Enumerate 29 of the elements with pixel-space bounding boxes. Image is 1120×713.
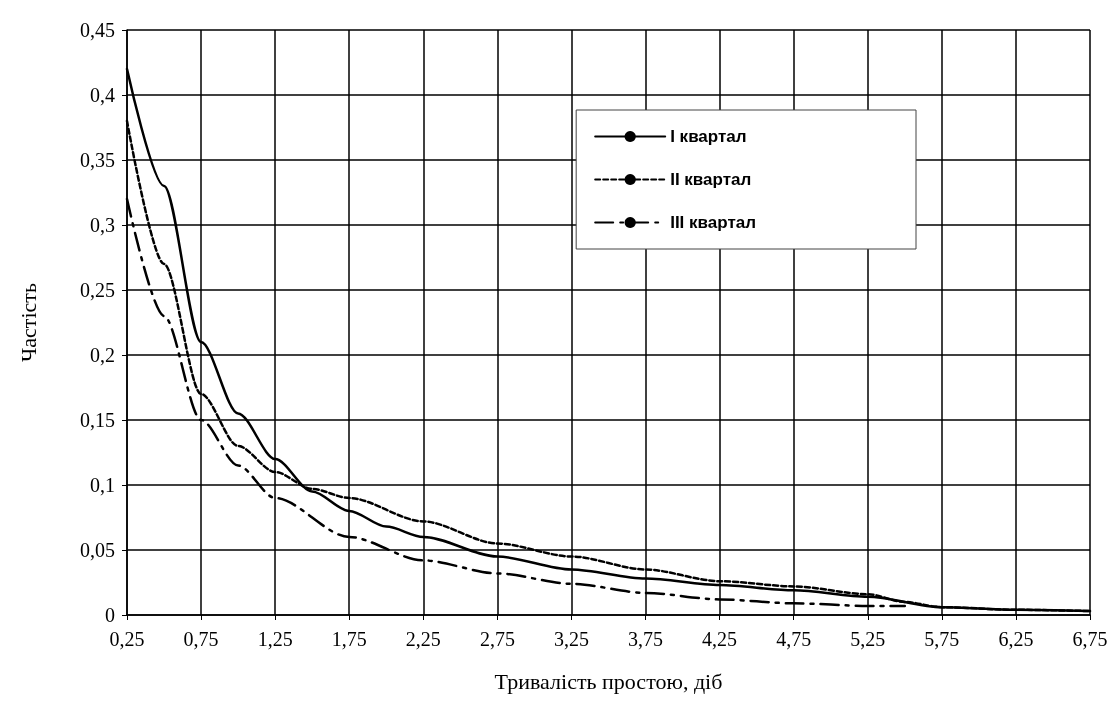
y-tick-label: 0,4: [90, 84, 115, 106]
y-tick-label: 0,2: [90, 344, 115, 366]
x-tick-label: 5,25: [850, 628, 886, 650]
y-tick-label: 0,35: [80, 149, 115, 171]
y-tick-label: 0,15: [80, 409, 115, 431]
y-tick-label: 0,05: [80, 539, 115, 561]
x-tick-label: 6,25: [998, 628, 1034, 650]
x-tick-label: 4,25: [702, 628, 738, 650]
x-tick-label: 6,75: [1072, 628, 1108, 650]
x-axis-title: Тривалість простою, діб: [494, 668, 723, 694]
y-tick-label: 0,1: [90, 474, 115, 496]
x-tick-label: 0,25: [109, 628, 145, 650]
legend-label: II квартал: [670, 170, 752, 189]
x-tick-label: 1,75: [331, 628, 367, 650]
y-tick-label: 0,45: [80, 19, 115, 41]
legend-label: I квартал: [670, 127, 747, 146]
y-axis-title: Частість: [15, 283, 41, 362]
x-tick-label: 2,75: [479, 628, 515, 650]
x-tick-label: 2,25: [405, 628, 441, 650]
x-tick-label: 3,25: [553, 628, 589, 650]
x-tick-label: 4,75: [776, 628, 812, 650]
x-tick-label: 0,75: [183, 628, 219, 650]
x-tick-label: 5,75: [924, 628, 960, 650]
y-tick-label: 0,25: [80, 279, 115, 301]
y-tick-label: 0: [105, 604, 115, 626]
y-tick-label: 0,3: [90, 214, 115, 236]
x-tick-label: 1,25: [257, 628, 293, 650]
legend-label: III квартал: [670, 213, 757, 232]
x-tick-label: 3,75: [628, 628, 664, 650]
